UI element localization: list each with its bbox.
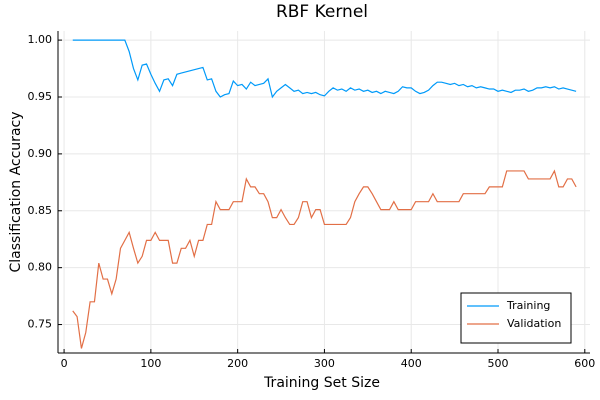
y-tick-label: 0.75 [28,318,53,331]
x-axis-label: Training Set Size [263,375,380,391]
y-tick-label: 0.95 [28,90,53,103]
x-tick-label: 0 [61,357,68,370]
y-tick-label: 0.85 [28,204,53,217]
legend-box [460,292,572,344]
data-line [72,39,577,99]
x-tick-label: 600 [574,357,595,370]
x-tick-label: 100 [140,357,161,370]
x-tick-label: 500 [488,357,509,370]
y-tick-label: 0.80 [28,261,53,274]
y-tick-label: 1.00 [28,33,53,46]
y-axis-label: Classification Accuracy [8,112,24,273]
y-tick-label: 0.90 [28,147,53,160]
legend: Training Validation [460,292,572,344]
legend-label: Validation [507,317,561,330]
data-line [72,169,577,349]
chart-title: RBF Kernel [276,2,368,22]
legend-label: Training [506,299,550,312]
x-tick-label: 300 [314,357,335,370]
x-tick-label: 400 [401,357,422,370]
x-tick-label: 200 [227,357,248,370]
